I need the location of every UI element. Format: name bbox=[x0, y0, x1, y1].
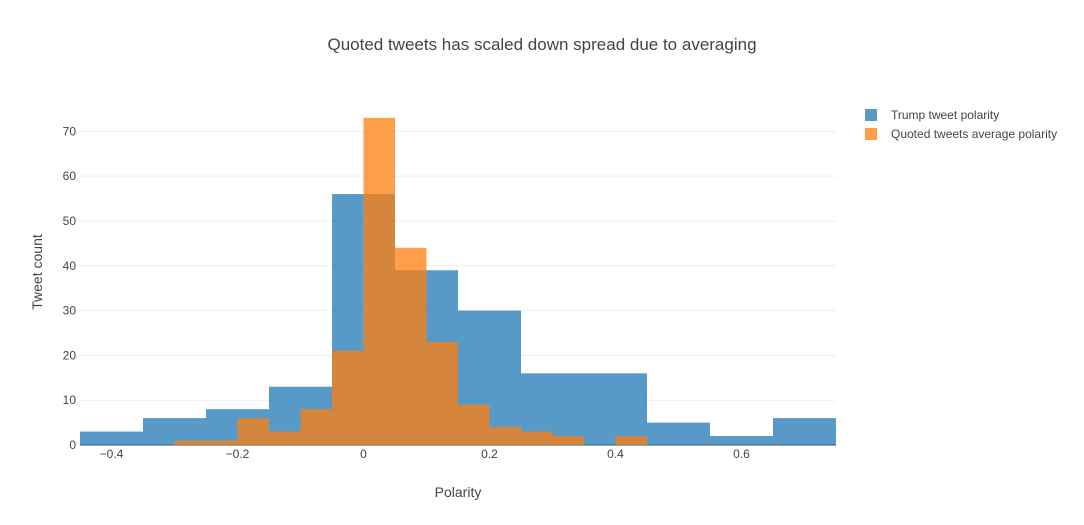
legend[interactable]: Trump tweet polarity Quoted tweets averag… bbox=[865, 108, 1057, 141]
x-tick-label: −0.4 bbox=[100, 447, 124, 461]
y-tick-label: 50 bbox=[63, 214, 77, 228]
x-tick-label: 0.2 bbox=[481, 447, 498, 461]
bar-series1-bin7[interactable] bbox=[426, 341, 459, 445]
bar-series1-bin8[interactable] bbox=[458, 404, 490, 445]
bar-series1-bin1[interactable] bbox=[237, 418, 270, 445]
bar-series0-bin0[interactable] bbox=[80, 431, 143, 445]
y-tick-label: 30 bbox=[63, 304, 77, 318]
legend-swatch bbox=[865, 128, 877, 140]
bar-series1-bin12[interactable] bbox=[615, 436, 648, 445]
y-tick-label: 20 bbox=[63, 348, 77, 362]
legend-label: Trump tweet polarity bbox=[891, 108, 999, 122]
y-axis-title: Tweet count bbox=[29, 234, 45, 310]
y-tick-label: 0 bbox=[69, 438, 76, 452]
bar-series1-bin3[interactable] bbox=[300, 409, 333, 445]
x-tick-label: 0.4 bbox=[607, 447, 624, 461]
y-tick-label: 10 bbox=[63, 393, 77, 407]
bar-series1-bin2[interactable] bbox=[269, 431, 301, 445]
y-tick-label: 70 bbox=[63, 124, 77, 138]
bars bbox=[80, 117, 836, 445]
bar-series0-bin10[interactable] bbox=[710, 436, 773, 445]
bar-series1-bin4[interactable] bbox=[332, 350, 364, 445]
legend-item-0[interactable]: Trump tweet polarity bbox=[865, 108, 999, 122]
x-tick-label: 0 bbox=[360, 447, 367, 461]
bar-series1-bin11[interactable] bbox=[552, 436, 585, 445]
legend-item-1[interactable]: Quoted tweets average polarity bbox=[865, 127, 1057, 141]
y-axis-ticks: 0 10 20 30 40 50 60 70 bbox=[63, 124, 77, 452]
legend-label: Quoted tweets average polarity bbox=[891, 127, 1057, 141]
y-tick-label: 60 bbox=[63, 169, 77, 183]
y-tick-label: 40 bbox=[63, 259, 77, 273]
x-tick-label: 0.6 bbox=[733, 447, 750, 461]
x-axis-ticks: −0.4 −0.2 0 0.2 0.4 0.6 bbox=[100, 447, 751, 461]
x-tick-label: −0.2 bbox=[226, 447, 250, 461]
bar-series1-bin10[interactable] bbox=[521, 431, 553, 445]
bar-series1-bin6[interactable] bbox=[395, 247, 427, 445]
bar-series0-bin9[interactable] bbox=[647, 422, 710, 445]
bar-series1-bin5[interactable] bbox=[363, 117, 396, 445]
bar-series1-bin0[interactable] bbox=[174, 440, 238, 445]
legend-swatch bbox=[865, 109, 877, 121]
bar-series1-bin9[interactable] bbox=[489, 427, 522, 445]
bar-series0-bin11[interactable] bbox=[773, 418, 836, 445]
x-axis-title: Polarity bbox=[435, 484, 482, 500]
chart-title: Quoted tweets has scaled down spread due… bbox=[327, 35, 756, 54]
bar-series0-bin8[interactable] bbox=[584, 373, 647, 445]
